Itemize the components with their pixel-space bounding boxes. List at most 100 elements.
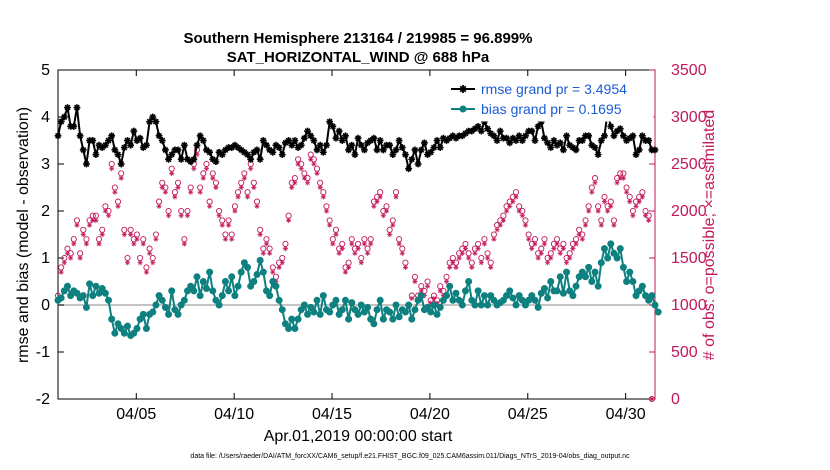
bias-series-point xyxy=(648,292,656,300)
obs-assimilated-point xyxy=(383,208,390,214)
bias-series-point xyxy=(619,263,627,271)
rmse-series-point xyxy=(83,160,90,168)
bias-series-point xyxy=(360,308,368,316)
bias-series-point xyxy=(190,287,198,295)
bias-series-point xyxy=(313,296,321,304)
obs-assimilated-point xyxy=(64,250,71,256)
bias-series-point xyxy=(133,325,141,332)
bias-series-point xyxy=(149,308,157,316)
obs-assimilated-point xyxy=(633,203,639,209)
obs-assimilated-point xyxy=(396,241,402,247)
bias-series-point xyxy=(395,313,403,321)
bias-series-point xyxy=(89,292,97,300)
obs-assimilated-point xyxy=(469,264,475,270)
obs-assimilated-point xyxy=(608,203,614,209)
bias-series-point xyxy=(250,278,258,285)
obs-assimilated-point xyxy=(409,295,415,302)
rmse-series-point xyxy=(591,144,599,151)
obs-assimilated-point xyxy=(516,208,522,214)
rmse-series-point xyxy=(620,132,627,140)
obs-assimilated-point xyxy=(639,194,645,200)
rmse-series-point xyxy=(496,127,504,135)
bias-series-point xyxy=(544,294,552,302)
bias-series-point xyxy=(123,322,131,330)
x-tick-label: 04/25 xyxy=(508,406,548,423)
rmse-series-point xyxy=(370,134,378,142)
y-tick-right-label: 2000 xyxy=(671,203,707,220)
rmse-series-point xyxy=(136,134,144,142)
y-tick-left-label: 1 xyxy=(41,250,50,267)
rmse-series-point xyxy=(610,132,618,140)
obs-assimilated-point xyxy=(336,250,342,256)
obs-assimilated-point xyxy=(636,199,642,205)
obs-assimilated-point xyxy=(311,161,317,167)
obs-assimilated-point xyxy=(627,199,633,205)
bias-series-point xyxy=(585,263,593,271)
rmse-series-point xyxy=(64,104,71,111)
rmse-series-point xyxy=(120,144,128,151)
rmse-series-point xyxy=(127,141,135,149)
y-tick-right-label: 1500 xyxy=(671,250,707,267)
rmse-series-point xyxy=(436,144,444,151)
rmse-series-point xyxy=(402,151,409,158)
obs-assimilated-point xyxy=(128,231,134,238)
bias-series-point xyxy=(386,308,394,316)
obs-assimilated-point xyxy=(165,213,172,219)
obs-assimilated-point xyxy=(551,246,557,252)
obs-assimilated-point xyxy=(169,170,175,176)
bias-series-point xyxy=(597,259,605,267)
rmse-series-point xyxy=(54,132,62,140)
obs-assimilated-point xyxy=(339,246,345,252)
bias-series-point xyxy=(288,315,296,323)
bias-series-point xyxy=(594,282,602,290)
chart-title-line1: Southern Hemisphere 213164 / 219985 = 96… xyxy=(184,30,533,47)
bias-series-point xyxy=(161,303,169,311)
obs-assimilated-point xyxy=(380,213,386,219)
rmse-series-point xyxy=(300,134,308,142)
obs-assimilated-point xyxy=(393,194,399,200)
obs-assimilated-point xyxy=(614,180,620,186)
bias-series-point xyxy=(604,254,612,262)
obs-assimilated-point xyxy=(248,166,254,172)
bias-series-point xyxy=(297,306,305,314)
bias-series-point xyxy=(319,292,327,300)
obs-assimilated-point xyxy=(349,241,355,247)
obs-assimilated-point xyxy=(355,246,361,252)
obs-assimilated-point xyxy=(649,396,655,402)
bias-series-point xyxy=(376,296,384,304)
y-tick-right-label: 3500 xyxy=(671,62,707,79)
obs-assimilated-point xyxy=(368,241,374,247)
obs-assimilated-point xyxy=(453,264,459,270)
bias-series-point xyxy=(285,325,293,332)
bias-series-point xyxy=(509,294,517,302)
rmse-series-point xyxy=(149,113,157,121)
bias-series-point xyxy=(357,301,365,309)
bias-series-point xyxy=(63,282,71,290)
obs-assimilated-point xyxy=(573,241,579,247)
rmse-series-point xyxy=(357,141,365,149)
bias-series-point xyxy=(455,296,463,304)
bias-series-point xyxy=(272,282,280,290)
bias-series-point xyxy=(503,292,511,300)
bias-series-point xyxy=(231,292,239,300)
rmse-series-point xyxy=(319,148,327,156)
bias-series-point xyxy=(294,315,302,323)
obs-assimilated-point xyxy=(431,295,437,302)
obs-assimilated-point xyxy=(377,194,383,200)
bias-series-point xyxy=(439,296,447,304)
obs-assimilated-point xyxy=(545,260,551,266)
obs-assimilated-point xyxy=(188,189,194,195)
obs-assimilated-point xyxy=(402,264,409,270)
rmse-series-point xyxy=(638,132,646,140)
bias-series-point xyxy=(237,268,245,276)
obs-assimilated-point xyxy=(532,241,538,247)
rmse-series-point xyxy=(528,127,536,135)
rmse-series-point xyxy=(256,155,264,163)
rmse-series-point xyxy=(392,146,400,154)
bias-series-point xyxy=(569,292,577,300)
bias-series-point xyxy=(158,296,166,304)
bias-series-point xyxy=(193,273,201,281)
rmse-series-point xyxy=(143,141,150,149)
obs-assimilated-point xyxy=(238,184,244,191)
y-tick-left-label: 5 xyxy=(41,62,50,79)
